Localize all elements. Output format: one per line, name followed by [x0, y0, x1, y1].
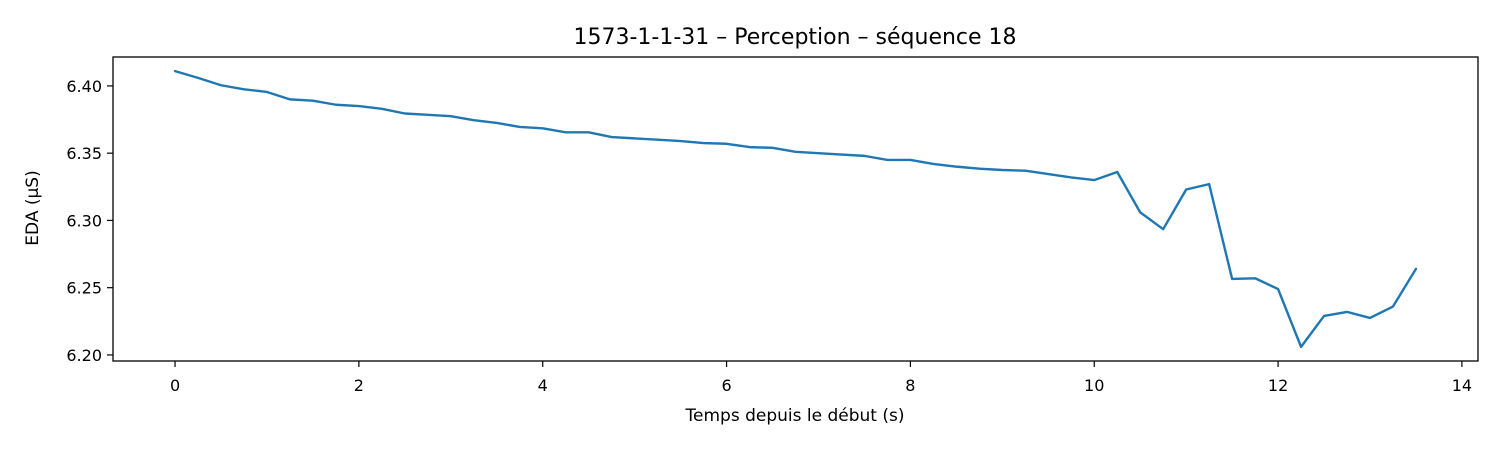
x-tick-label: 6 [721, 376, 731, 395]
series-line-1 [173, 69, 1418, 349]
x-tick-label: 10 [1084, 376, 1104, 395]
x-axis-label: Temps depuis le début (s) [685, 406, 905, 426]
y-tick-label: 6.30 [66, 211, 102, 230]
y-tick-label: 6.20 [66, 346, 102, 365]
x-tick-label: 4 [538, 376, 548, 395]
y-tick-label: 6.40 [66, 77, 102, 96]
y-tick-label: 6.35 [66, 144, 102, 163]
plot-area [173, 69, 1418, 349]
x-tick-label: 2 [354, 376, 364, 395]
plot-frame [112, 56, 1479, 362]
x-tick-label: 8 [905, 376, 915, 395]
y-axis: 6.20 6.25 6.30 6.35 6.40 [66, 77, 113, 365]
x-tick-label: 12 [1268, 376, 1288, 395]
chart-title: 1573-1-1-31 – Perception – séquence 18 [573, 25, 1016, 50]
y-axis-label: EDA (µS) [23, 170, 43, 245]
x-tick-label: 0 [170, 376, 180, 395]
x-tick-label: 14 [1452, 376, 1472, 395]
x-axis: 0 2 4 6 8 10 12 14 [170, 361, 1472, 395]
y-tick-label: 6.25 [66, 279, 102, 298]
